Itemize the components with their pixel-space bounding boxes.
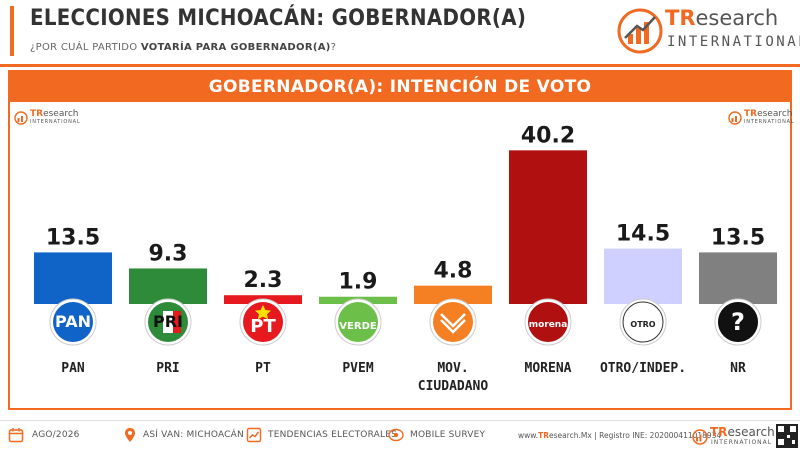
qr-code[interactable]: [776, 424, 798, 448]
subtitle-prefix: ¿POR CUÁL PARTIDO: [30, 42, 141, 53]
category-label-nr: NR: [730, 361, 746, 376]
pri-green-stripe: [155, 311, 163, 333]
footer-brand-tagline: INTERNATIONAL: [711, 439, 773, 446]
eagle-icon: [440, 313, 466, 334]
party-logo-morena: [528, 302, 568, 342]
footer-trends: TENDENCIAS ELECTORALES: [268, 430, 398, 440]
page-subtitle: ¿POR CUÁL PARTIDO VOTARÍA PARA GOBERNADO…: [30, 42, 336, 53]
watermark-chart-icon: [728, 111, 742, 125]
value-label-mov-ciudadano: 4.8: [434, 259, 473, 284]
watermark-name: TResearch: [744, 109, 793, 119]
party-logo-otro-indep-: [622, 301, 664, 343]
bar-otro-indep-: [604, 248, 682, 304]
brand-chart-icon: [617, 8, 663, 54]
page-title: ELECCIONES MICHOACÁN: GOBERNADOR(A): [30, 6, 527, 31]
subtitle-bold: VOTARÍA PARA GOBERNADOR(A): [140, 42, 331, 53]
category-label-otro-indep-: OTRO/INDEP.: [600, 361, 686, 376]
footer-brand-icon: [692, 429, 708, 445]
party-logo-text-morena: morena: [529, 320, 568, 330]
header-accent-bar: [10, 6, 14, 56]
footer-website: www.TResearch.Mx | Registro INE: 2020004…: [518, 431, 721, 440]
watermark-name-accent: TR: [30, 109, 44, 119]
footer-brand-logo: TResearch INTERNATIONAL: [692, 425, 775, 448]
category-label-mov-ciudadano: CIUDADANO: [418, 379, 489, 394]
footer-mobile-survey: MOBILE SURVEY: [410, 430, 486, 440]
site-prefix: www.: [518, 431, 539, 440]
bar-chart: 13.5 PAN PAN 9.3 PRI PRI 2.3 PT PT 1.9 VERDE PVEM 4.…: [34, 123, 777, 394]
bar-pan: [34, 252, 112, 304]
chart-panel: GOBERNADOR(A): INTENCIÓN DE VOTO TResear…: [8, 70, 794, 410]
footer-brand-name: TResearch: [710, 425, 775, 439]
footer: AGO/2026 ASÍ VAN: MICHOACÁN TENDENCIAS E…: [0, 420, 800, 450]
footer-brand-accent: TR: [710, 425, 728, 439]
value-label-otro-indep-: 14.5: [616, 222, 670, 247]
party-logo-fill-nr: [718, 302, 758, 342]
trend-chart-icon: [246, 427, 262, 443]
value-label-pan: 13.5: [46, 225, 100, 250]
bar-nr: [699, 252, 777, 304]
map-pin-icon: [125, 428, 135, 442]
footer-date: AGO/2026: [32, 430, 80, 440]
brand-tagline: INTERNATIONAL: [667, 34, 800, 50]
party-logo-text-otro-indep-: OTRO: [630, 320, 655, 329]
header-divider: [0, 64, 800, 67]
value-label-pvem: 1.9: [339, 270, 378, 295]
bar-mov-ciudadano: [414, 285, 492, 304]
value-label-nr: 13.5: [711, 225, 765, 250]
category-label-pan: PAN: [61, 361, 85, 376]
brand-name-rest: esearch: [695, 6, 779, 30]
value-label-morena: 40.2: [521, 123, 575, 148]
pri-red-stripe: [173, 311, 181, 333]
bar-pri: [129, 268, 207, 304]
pri-white-stripe: [163, 311, 173, 333]
party-logo-text-pt: PT: [250, 316, 276, 337]
watermark-name-rest: esearch: [43, 109, 79, 119]
value-label-pri: 9.3: [149, 241, 188, 266]
watermark-name-rest: esearch: [757, 109, 793, 119]
party-logo-text-pvem: VERDE: [339, 321, 377, 332]
star-icon: [255, 305, 271, 320]
calendar-icon: [8, 428, 24, 443]
party-logo-pt: [243, 302, 283, 342]
footer-location: ASÍ VAN: MICHOACÁN: [143, 430, 244, 440]
brand-logo: TResearch INTERNATIONAL: [617, 4, 800, 58]
bar-morena: [509, 150, 587, 304]
watermark-tagline: INTERNATIONAL: [30, 119, 81, 125]
party-logo-pvem: [338, 302, 378, 342]
category-label-pri: PRI: [156, 361, 179, 376]
category-label-mov-ciudadano: MOV.: [437, 361, 468, 376]
brand-name: TResearch: [665, 6, 778, 30]
mobile-survey-icon: [388, 428, 404, 442]
party-logo-text-nr: ?: [731, 308, 745, 336]
footer-brand-rest: esearch: [727, 425, 775, 439]
watermark-logo-left: TResearch INTERNATIONAL: [14, 109, 80, 126]
watermark-name-accent: TR: [744, 109, 758, 119]
watermark-chart-icon: [14, 111, 28, 125]
party-logo-mov-ciudadano: [433, 302, 473, 342]
brand-name-accent: TR: [665, 6, 696, 30]
party-logo-pan: [53, 302, 93, 342]
header: ELECCIONES MICHOACÁN: GOBERNADOR(A) ¿POR…: [0, 0, 800, 64]
value-label-pt: 2.3: [244, 268, 283, 293]
watermark-name: TResearch: [30, 109, 79, 119]
category-label-morena: MORENA: [525, 361, 572, 376]
party-logo-text-pan: PAN: [55, 312, 91, 331]
chart-heading: GOBERNADOR(A): INTENCIÓN DE VOTO: [10, 72, 790, 102]
category-label-pvem: PVEM: [342, 361, 373, 376]
site-accent: TR: [538, 431, 550, 440]
party-logo-text-pri: PRI: [153, 312, 183, 331]
category-label-pt: PT: [255, 361, 271, 376]
watermark-logo-right: TResearch INTERNATIONAL: [728, 109, 794, 126]
watermark-tagline: INTERNATIONAL: [744, 119, 795, 125]
site-rest: esearch.Mx | Registro INE: 2020004110189…: [549, 431, 722, 440]
subtitle-suffix: ?: [330, 42, 337, 53]
